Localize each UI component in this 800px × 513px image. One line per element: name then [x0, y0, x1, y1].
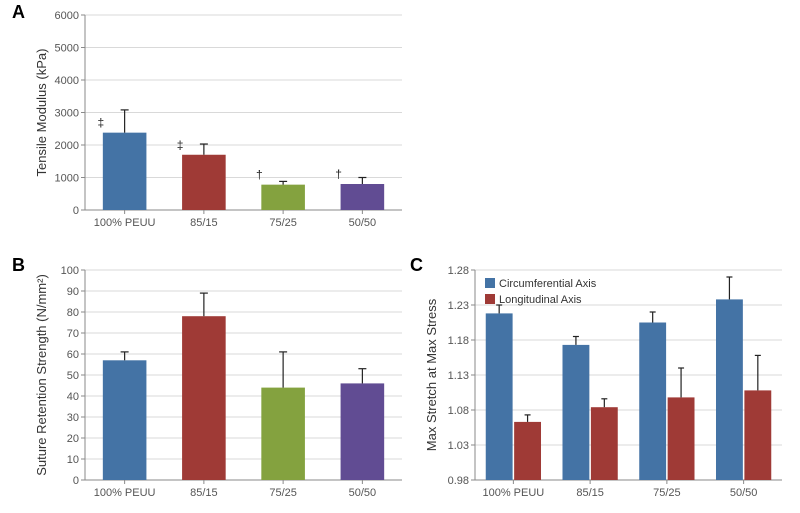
svg-text:75/25: 75/25: [269, 217, 297, 229]
bar: [668, 397, 695, 480]
bar: [341, 184, 385, 210]
svg-text:80: 80: [67, 307, 79, 319]
svg-text:70: 70: [67, 328, 79, 340]
svg-text:85/15: 85/15: [190, 487, 218, 499]
y-axis-title: Tensile Modulus (kPa): [34, 49, 49, 177]
svg-text:‡: ‡: [97, 116, 104, 130]
svg-text:50/50: 50/50: [349, 217, 377, 229]
svg-text:20: 20: [67, 433, 79, 445]
svg-text:75/25: 75/25: [653, 487, 681, 499]
svg-text:60: 60: [67, 349, 79, 361]
legend-label: Circumferential Axis: [499, 278, 597, 290]
svg-text:0.98: 0.98: [448, 475, 469, 487]
svg-text:50/50: 50/50: [730, 487, 758, 499]
svg-text:0: 0: [73, 205, 79, 217]
bar: [103, 360, 147, 480]
svg-text:1.28: 1.28: [448, 265, 469, 277]
svg-text:3000: 3000: [55, 108, 79, 120]
tensile-modulus-chart: 0 1000 2000 3000 4000 5000 6000 ‡ 100% PEUU ‡ 85/1…: [30, 5, 410, 240]
svg-text:4000: 4000: [55, 75, 79, 87]
bar: [514, 422, 541, 480]
bar: [716, 299, 743, 480]
svg-text:50: 50: [67, 370, 79, 382]
bar: [182, 316, 226, 480]
suture-retention-chart: 0 10 20 30 40 50 60 70 80 90 100 100% PEUU 85/15 75/2…: [30, 260, 410, 510]
bar: [562, 345, 589, 480]
svg-text:75/25: 75/25: [269, 487, 297, 499]
svg-text:85/15: 85/15: [576, 487, 604, 499]
svg-text:6000: 6000: [55, 10, 79, 22]
svg-text:10: 10: [67, 454, 79, 466]
svg-text:1.03: 1.03: [448, 440, 469, 452]
bar: [261, 388, 305, 480]
svg-text:40: 40: [67, 391, 79, 403]
bar: [591, 407, 618, 480]
svg-text:50/50: 50/50: [349, 487, 377, 499]
bar: [182, 155, 226, 210]
bar: [744, 390, 771, 480]
svg-text:100% PEUU: 100% PEUU: [482, 487, 544, 499]
bar: [341, 383, 385, 480]
svg-text:100: 100: [61, 265, 79, 277]
svg-text:100% PEUU: 100% PEUU: [94, 487, 156, 499]
svg-text:30: 30: [67, 412, 79, 424]
svg-text:0: 0: [73, 475, 79, 487]
svg-text:85/15: 85/15: [190, 217, 218, 229]
y-axis-title: Max Stretch at Max Stress: [424, 298, 439, 451]
svg-text:5000: 5000: [55, 43, 79, 55]
bar: [261, 185, 305, 210]
svg-text:‡: ‡: [177, 138, 184, 152]
max-stretch-chart: 0.98 1.03 1.08 1.13 1.18 1.23 1.28 100% PEUU 85/…: [420, 260, 790, 510]
legend-label: Longitudinal Axis: [499, 294, 582, 306]
panel-label-a: A: [12, 2, 25, 23]
svg-text:1.23: 1.23: [448, 300, 469, 312]
bar: [639, 323, 666, 481]
svg-text:1.13: 1.13: [448, 370, 469, 382]
svg-text:2000: 2000: [55, 140, 79, 152]
y-axis-title: Suture Retention Strength (N/mm²): [34, 274, 49, 476]
svg-text:1.08: 1.08: [448, 405, 469, 417]
panel-label-b: B: [12, 255, 25, 276]
legend-swatch: [485, 278, 495, 288]
svg-text:100% PEUU: 100% PEUU: [94, 217, 156, 229]
bar: [486, 313, 513, 480]
svg-text:1.18: 1.18: [448, 335, 469, 347]
svg-text:†: †: [256, 168, 263, 182]
svg-text:1000: 1000: [55, 173, 79, 185]
svg-text:90: 90: [67, 286, 79, 298]
svg-text:†: †: [335, 167, 342, 181]
legend-swatch: [485, 294, 495, 304]
bar: [103, 133, 147, 210]
